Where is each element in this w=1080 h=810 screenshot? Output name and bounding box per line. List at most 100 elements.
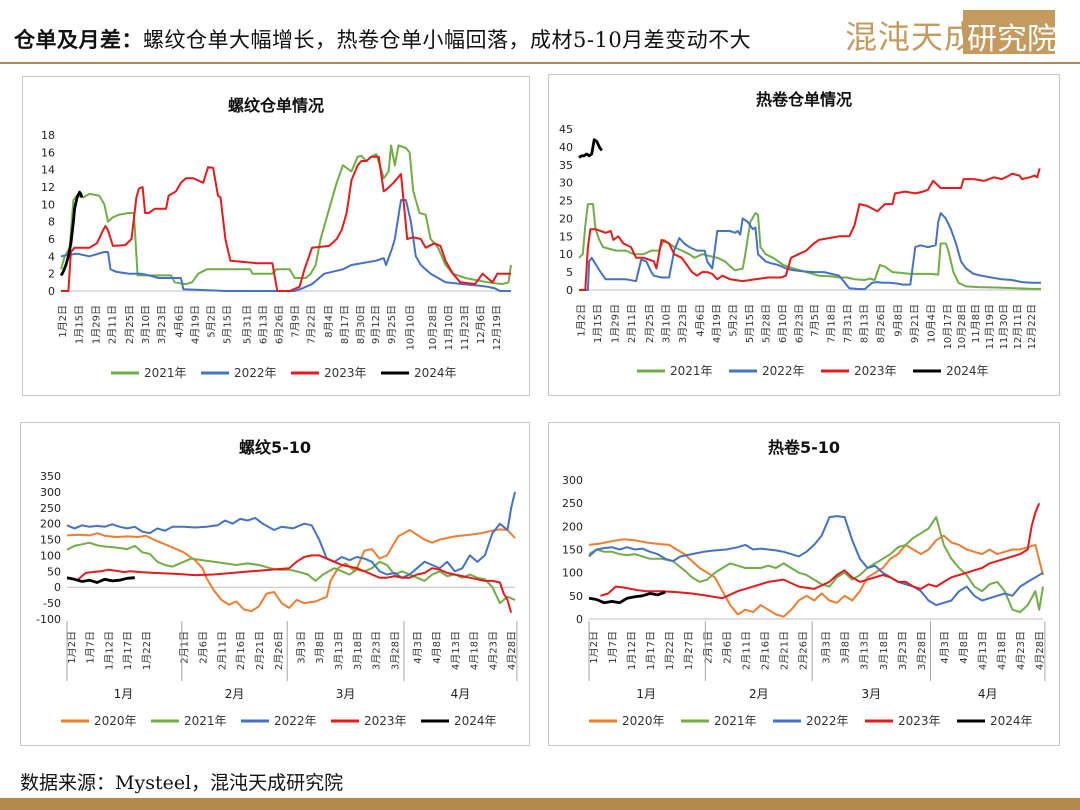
x-tick-label: 3月10日 [140, 305, 152, 344]
chart-rebar-warrant: 螺纹仓单情况 0 2 4 6 8 10 12 14 16 18 1月2日 1月15日 1月29日 2月11日… [22, 76, 530, 396]
series-line-2024 [578, 138, 603, 159]
x-tick-label: 2月16日 [759, 631, 771, 670]
series-line-2020 [66, 528, 516, 613]
month-label: 1月 [114, 687, 134, 701]
x-tick-label: 3月10日 [660, 304, 672, 343]
x-tick-label: 3月18日 [352, 631, 364, 670]
x-tick-label: 1月12日 [103, 631, 115, 670]
x-tick-label: 2月6日 [198, 631, 210, 664]
y-tick-label: 10 [41, 198, 55, 211]
y-tick-label: 150 [40, 534, 61, 547]
x-tick-label: 10月10日 [405, 305, 417, 350]
legend-label: 2020年 [94, 714, 137, 728]
x-tick-label: 2月11日 [626, 304, 638, 343]
x-tick-label: 6月13日 [258, 305, 270, 344]
x-tick-label: 4月8日 [958, 631, 970, 664]
y-tick-label: 200 [562, 520, 583, 533]
y-tick-label: 350 [40, 470, 61, 483]
x-tick-label: 3月3日 [295, 631, 307, 664]
x-tick-label: 4月6日 [173, 305, 185, 338]
month-label: 3月 [336, 687, 356, 701]
x-tick-label: 8月17日 [339, 305, 351, 344]
series-line-2022 [60, 199, 511, 292]
x-tick-label: 4月28日 [1034, 631, 1046, 670]
x-tick-label: 2月21日 [254, 631, 266, 670]
logo-text: 混沌天成 [845, 18, 978, 56]
y-tick-label: 18 [41, 129, 55, 142]
series-line-2024 [588, 590, 666, 605]
x-tick-label: 3月13日 [859, 631, 871, 670]
y-tick-label: 30 [559, 177, 573, 190]
x-tick-label: 12月11日 [1012, 304, 1024, 349]
x-tick-label: 7月22日 [306, 305, 318, 344]
x-tick-label: 4月18日 [996, 631, 1008, 670]
x-tick-label: 11月30日 [998, 304, 1010, 349]
x-tick-label: 4月23日 [1015, 631, 1027, 670]
x-tick-label: 1月15日 [592, 304, 604, 343]
chart-title: 热卷5-10 [768, 438, 840, 457]
x-tick-label: 4月28日 [506, 631, 518, 670]
legend-label: 2022年 [274, 714, 317, 728]
y-tick-label: -100 [36, 613, 61, 626]
y-tick-label: 6 [48, 233, 55, 246]
x-tick-label: 3月23日 [156, 305, 168, 344]
x-tick-label: 2月11日 [216, 631, 228, 670]
y-tick-label: 12 [41, 181, 55, 194]
x-tick-label: 7月9日 [290, 305, 302, 338]
x-tick-label: 2月26日 [798, 631, 810, 670]
month-label: 4月 [978, 687, 998, 701]
series-line-2023 [600, 502, 1041, 600]
header: 仓单及月差：螺纹仓单大幅增长，热卷仓单小幅回落，成材5-10月差变动不大 混沌天… [0, 0, 1080, 62]
x-tick-label: 5月2日 [206, 305, 218, 338]
x-tick-label: 2月1日 [702, 631, 714, 664]
chart-rebar-5-10-svg: 螺纹5-10 -100 -50 0 50 100 150 200 250 300 350 1月2日 1月… [36, 438, 518, 728]
y-tick-label: 0 [48, 285, 55, 298]
y-tick-label: 8 [48, 216, 55, 229]
y-tick-label: 35 [559, 159, 573, 172]
x-tick-label: 2月26日 [273, 631, 285, 670]
series-line-2023 [77, 554, 513, 613]
x-tick-label: 1月17日 [645, 631, 657, 670]
x-tick-label: 4月8日 [431, 631, 443, 664]
y-tick-label: 200 [40, 518, 61, 531]
header-divider [0, 62, 1080, 64]
x-tick-label: 9月12日 [370, 305, 382, 344]
y-tick-label: 20 [559, 212, 573, 225]
y-tick-label: 50 [569, 590, 583, 603]
source-note: 数据来源：Mysteel，混沌天成研究院 [20, 772, 344, 794]
footer-bar [0, 798, 1080, 810]
x-tick-label: 2月21日 [779, 631, 791, 670]
y-tick-label: 16 [41, 146, 55, 159]
x-tick-label: 8月30日 [355, 305, 367, 344]
page-title-prefix: 仓单及月差： [14, 27, 143, 52]
y-tick-label: 300 [40, 486, 61, 499]
legend-label: 2023年 [854, 364, 897, 378]
x-tick-label: 4月6日 [695, 304, 707, 337]
y-tick-label: 2 [48, 268, 55, 281]
series-line-2023 [61, 155, 511, 292]
y-tick-label: 0 [54, 581, 61, 594]
legend-label: 2023年 [324, 366, 367, 380]
y-tick-label: 150 [562, 544, 583, 557]
x-tick-label: 2月11日 [107, 305, 119, 344]
x-tick-label: 3月23日 [371, 631, 383, 670]
legend-label: 2021年 [144, 366, 187, 380]
logo-box-text: 研究院 [967, 22, 1057, 57]
x-tick-label: 10月28日 [427, 305, 439, 350]
x-tick-label: 1月27日 [683, 631, 695, 670]
x-tick-label: 5月28日 [761, 304, 773, 343]
y-tick-label: 250 [40, 502, 61, 515]
x-tick-label: 4月18日 [469, 631, 481, 670]
x-tick-label: 1月12日 [626, 631, 638, 670]
legend-label: 2024年 [414, 366, 457, 380]
y-tick-label: 100 [562, 567, 583, 580]
y-tick-label: 10 [559, 248, 573, 261]
page-title: 仓单及月差：螺纹仓单大幅增长，热卷仓单小幅回落，成材5-10月差变动不大 [14, 24, 751, 54]
legend-label: 2024年 [990, 714, 1033, 728]
x-tick-label: 11月8日 [970, 304, 982, 343]
series-line-2024 [66, 576, 135, 584]
x-tick-label: 3月28日 [390, 631, 402, 670]
y-tick-label: 15 [559, 230, 573, 243]
chart-rebar-warrant-svg: 螺纹仓单情况 0 2 4 6 8 10 12 14 16 18 1月2日 1月15日 1月29日 2月11日… [41, 96, 512, 380]
